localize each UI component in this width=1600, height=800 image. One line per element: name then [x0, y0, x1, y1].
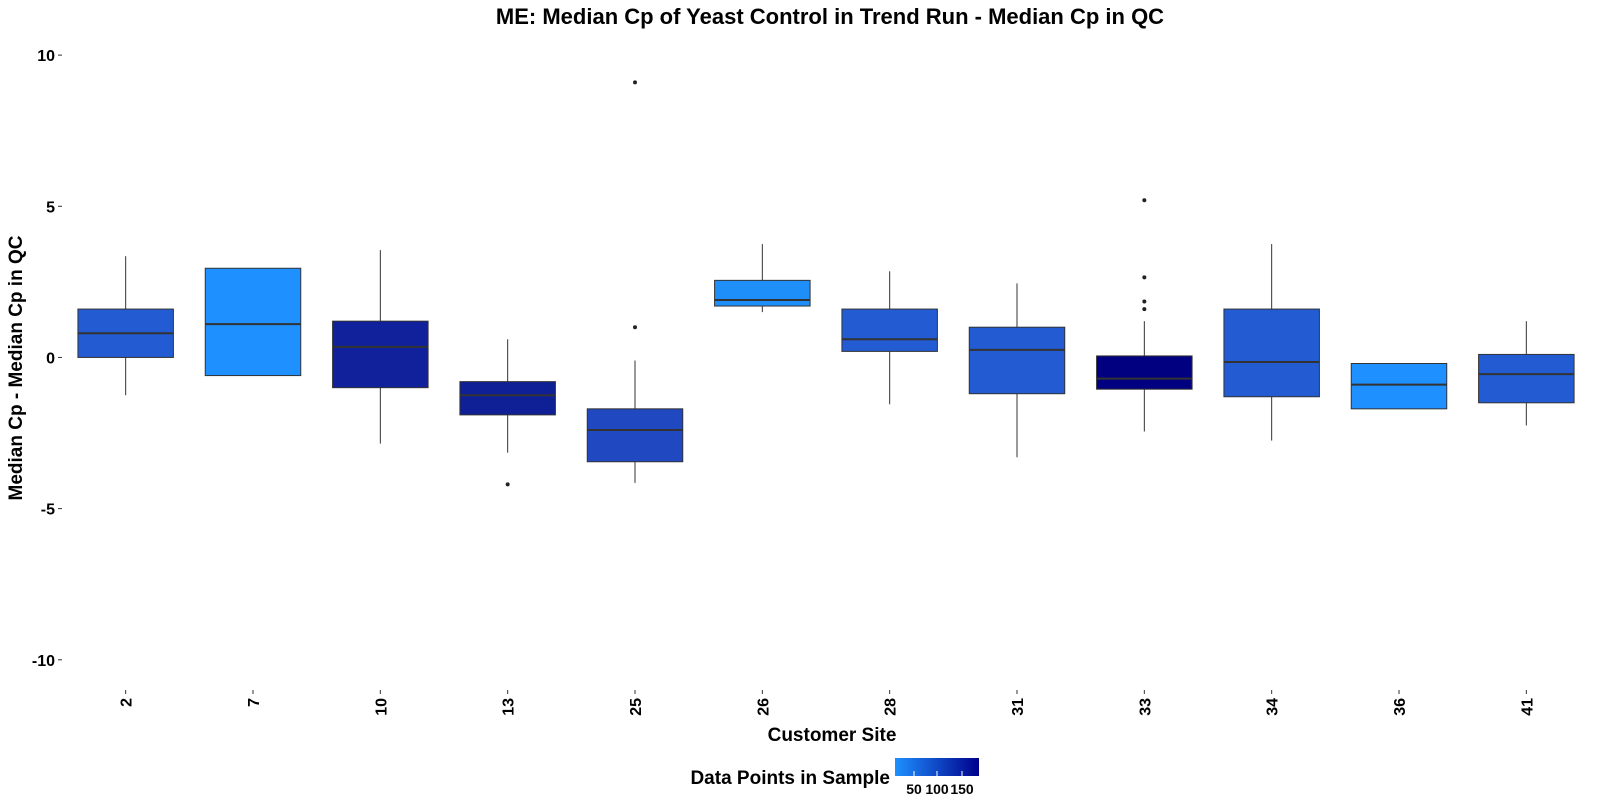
box-site-31 [968, 283, 1066, 458]
legend-ticks: 50 100 150 [906, 771, 974, 797]
x-tick-label: 7 [246, 698, 263, 707]
legend-tick-label: 50 [906, 781, 922, 797]
boxes-layer [77, 80, 1575, 487]
legend-tick-label: 100 [925, 781, 949, 797]
outlier-point [633, 325, 637, 330]
y-tick-label: -5 [41, 502, 55, 519]
box-site-41 [1478, 321, 1575, 426]
x-tick-label: 31 [1010, 698, 1027, 716]
box-site-33 [1096, 198, 1193, 432]
box-site-10 [332, 250, 429, 444]
box-body [841, 308, 938, 352]
legend-tick-label: 150 [950, 781, 974, 797]
outlier-point [1142, 299, 1147, 304]
box-site-36 [1350, 362, 1448, 410]
y-axis-label: Median Cp - Median Cp in QC [6, 235, 27, 500]
box-body [586, 408, 684, 463]
legend: Data Points in Sample 50 100 150 [690, 758, 979, 797]
x-tick-label: 13 [501, 698, 518, 716]
y-tick-label: 0 [46, 350, 55, 367]
legend-title: Data Points in Sample [690, 768, 890, 789]
x-tick-label: 10 [373, 698, 390, 716]
outlier-point [1142, 307, 1147, 312]
outlier-point [505, 482, 510, 487]
y-tick-label: 5 [46, 199, 55, 216]
x-tick-label: 34 [1265, 698, 1282, 716]
y-axis: -10 -5 0 5 10 [32, 48, 62, 670]
legend-colorbar [895, 758, 979, 776]
y-tick-label: 10 [37, 48, 55, 65]
chart-title: ME: Median Cp of Yeast Control in Trend … [496, 4, 1164, 29]
box-site-25 [586, 80, 684, 483]
box-body [714, 279, 811, 307]
box-body [204, 267, 302, 377]
box-site-7 [204, 267, 302, 377]
x-tick-label: 2 [119, 698, 136, 707]
y-tick-label: -10 [32, 653, 55, 670]
x-tick-label: 26 [755, 698, 772, 716]
x-tick-label: 36 [1392, 698, 1409, 716]
x-tick-label: 25 [628, 698, 645, 716]
x-tick-label: 41 [1519, 698, 1536, 716]
box-body [1350, 362, 1448, 410]
box-site-26 [714, 244, 811, 313]
box-body [332, 320, 429, 389]
box-body [1096, 355, 1193, 390]
box-body [1223, 308, 1320, 398]
x-tick-label: 33 [1137, 698, 1154, 716]
outlier-point [1142, 198, 1147, 203]
outlier-point [633, 80, 637, 85]
box-body [968, 326, 1066, 395]
box-site-28 [841, 271, 938, 405]
box-site-13 [459, 339, 556, 487]
box-body [459, 381, 556, 416]
box-site-34 [1223, 244, 1320, 441]
x-axis: 2 7 10 13 25 26 28 31 33 34 36 41 [119, 690, 1536, 716]
x-tick-label: 28 [883, 698, 900, 716]
outlier-point [1142, 275, 1147, 280]
box-body [1478, 353, 1575, 404]
box-site-2 [77, 256, 174, 396]
x-axis-label: Customer Site [768, 725, 897, 746]
